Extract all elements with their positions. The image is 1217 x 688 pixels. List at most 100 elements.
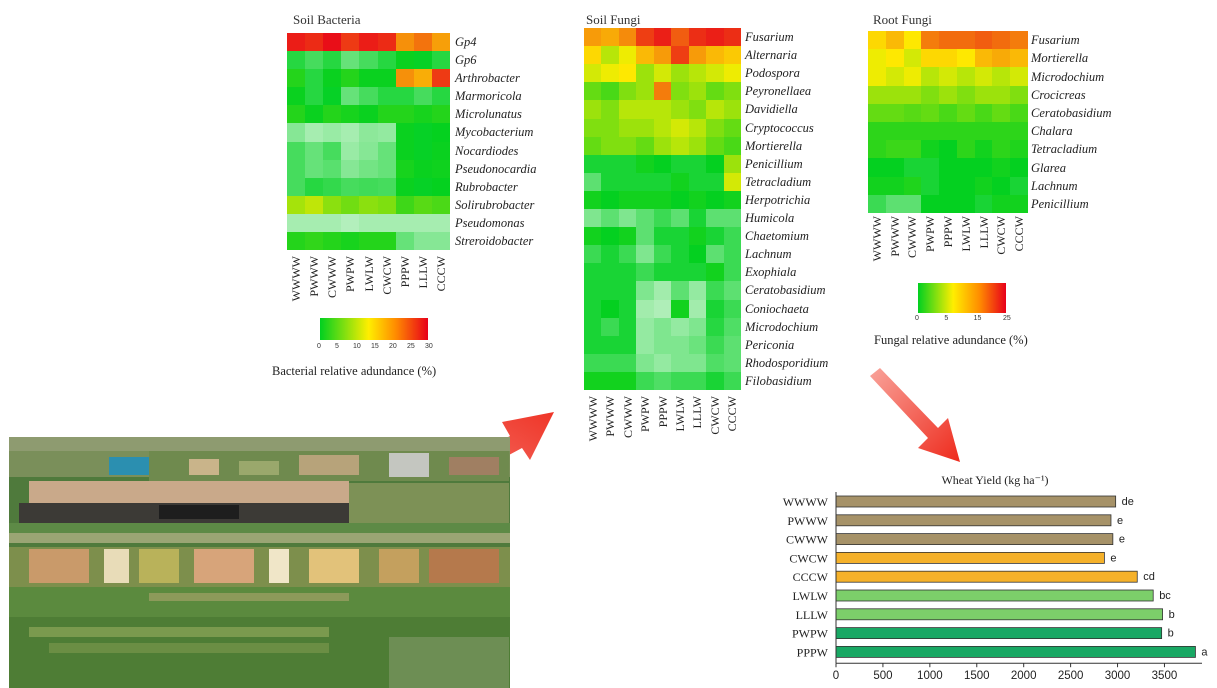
heatmap-cell: [601, 46, 619, 65]
heatmap-cell: [601, 172, 619, 191]
heatmap-cell: [868, 122, 886, 141]
heatmap-cell: [601, 281, 619, 300]
heatmap-cell: [377, 177, 396, 196]
heatmap-cell: [377, 87, 396, 106]
yield-x-tick-label: 3500: [1152, 670, 1178, 682]
heatmap-cell: [885, 194, 904, 213]
heatmap-cell: [601, 64, 619, 83]
heatmap-cell: [341, 33, 360, 52]
heatmap-cell: [903, 158, 922, 177]
heatmap-cell: [992, 49, 1011, 68]
heatmap-cell: [601, 317, 619, 336]
heatmap-cell: [287, 231, 306, 250]
heatmap-cell: [706, 136, 724, 155]
heatmap-cell: [323, 231, 342, 250]
heatmap-cell: [601, 209, 619, 228]
heatmap-cell: [584, 136, 602, 155]
aerial-field-photo-icon: [9, 437, 510, 688]
heatmap-row-label: Alternaria: [745, 48, 798, 63]
heatmap-row-label: Fusarium: [745, 30, 794, 45]
heatmap-cell: [903, 67, 922, 86]
heatmap-column-label: PPPW: [941, 216, 955, 248]
heatmap-cell: [1010, 140, 1028, 159]
yield-bar: [835, 570, 1138, 583]
heatmap-cell: [431, 33, 450, 52]
heatmap-cell: [636, 227, 654, 246]
heatmap-cell: [584, 335, 602, 354]
heatmap-cell: [413, 87, 432, 106]
heatmap-cell: [688, 154, 707, 173]
root-fungi-column-labels: WWWW PWWW CWWW PWPW PPPW LWLW LLLW CWCW CCCW: [868, 216, 1028, 276]
heatmap-cell: [584, 353, 602, 372]
heatmap-cell: [723, 136, 741, 155]
heatmap-cell: [868, 176, 886, 195]
heatmap-row-label: Chalara: [1031, 124, 1073, 139]
heatmap-cell: [584, 154, 602, 173]
yield-bar: [835, 533, 1114, 545]
heatmap-cell: [653, 136, 672, 155]
heatmap-cell: [618, 136, 637, 155]
heatmap-cell: [653, 64, 672, 83]
heatmap-cell: [974, 140, 993, 159]
soil-bacteria-row-labels: Gp4 Gp6 Arthrobacter Marmoricola Microlunatu…: [455, 33, 585, 250]
heatmap-cell: [992, 176, 1011, 195]
heatmap-row-label: Cryptococcus: [745, 120, 814, 135]
heatmap-cell: [688, 371, 707, 390]
heatmap-cell: [601, 190, 619, 209]
heatmap-row-label: Microlunatus: [455, 107, 522, 122]
heatmap-cell: [395, 69, 414, 88]
heatmap-cell: [885, 103, 904, 122]
heatmap-cell: [287, 177, 306, 196]
heatmap-cell: [921, 85, 940, 104]
heatmap-cell: [706, 118, 724, 137]
heatmap-cell: [956, 103, 975, 122]
root-fungi-heatmap: [868, 31, 1028, 213]
heatmap-cell: [671, 136, 689, 155]
heatmap-row-label: Penicillium: [745, 156, 803, 171]
heatmap-cell: [323, 33, 342, 52]
heatmap-column-label: CWCW: [379, 256, 394, 295]
heatmap-cell: [287, 69, 306, 88]
heatmap-cell: [377, 33, 396, 52]
heatmap-cell: [584, 227, 602, 246]
heatmap-cell: [974, 103, 993, 122]
heatmap-cell: [341, 141, 360, 160]
soil-bacteria-heatmap: [287, 33, 450, 250]
heatmap-cell: [723, 100, 741, 119]
heatmap-column-label: CCCW: [433, 256, 448, 292]
heatmap-cell: [618, 353, 637, 372]
heatmap-row-label: Nocardiodes: [455, 143, 519, 158]
heatmap-cell: [377, 213, 396, 232]
heatmap-cell: [868, 158, 886, 177]
heatmap-cell: [723, 245, 741, 264]
heatmap-cell: [706, 82, 724, 101]
heatmap-cell: [305, 195, 324, 214]
heatmap-cell: [671, 227, 689, 246]
heatmap-cell: [305, 159, 324, 178]
heatmap-cell: [885, 176, 904, 195]
heatmap-cell: [359, 195, 378, 214]
heatmap-row-label: Humicola: [745, 211, 795, 226]
heatmap-column-label: PWWW: [603, 396, 618, 437]
heatmap-cell: [636, 46, 654, 65]
heatmap-cell: [359, 69, 378, 88]
heatmap-cell: [723, 209, 741, 228]
heatmap-cell: [992, 158, 1011, 177]
heatmap-cell: [323, 195, 342, 214]
heatmap-cell: [653, 154, 672, 173]
heatmap-cell: [974, 158, 993, 177]
heatmap-cell: [395, 33, 414, 52]
heatmap-cell: [323, 51, 342, 70]
heatmap-cell: [653, 281, 672, 300]
heatmap-cell: [868, 31, 886, 50]
heatmap-row-label: Fusarium: [1031, 33, 1080, 48]
heatmap-cell: [956, 31, 975, 50]
yield-category-label: CWWW: [786, 533, 829, 547]
heatmap-cell: [868, 194, 886, 213]
heatmap-cell: [706, 28, 724, 47]
heatmap-cell: [688, 100, 707, 119]
heatmap-cell: [885, 31, 904, 50]
legend-tick-label: 0: [317, 343, 321, 350]
bacterial-legend-title: Bacterial relative adundance (%): [272, 364, 437, 378]
heatmap-cell: [359, 33, 378, 52]
